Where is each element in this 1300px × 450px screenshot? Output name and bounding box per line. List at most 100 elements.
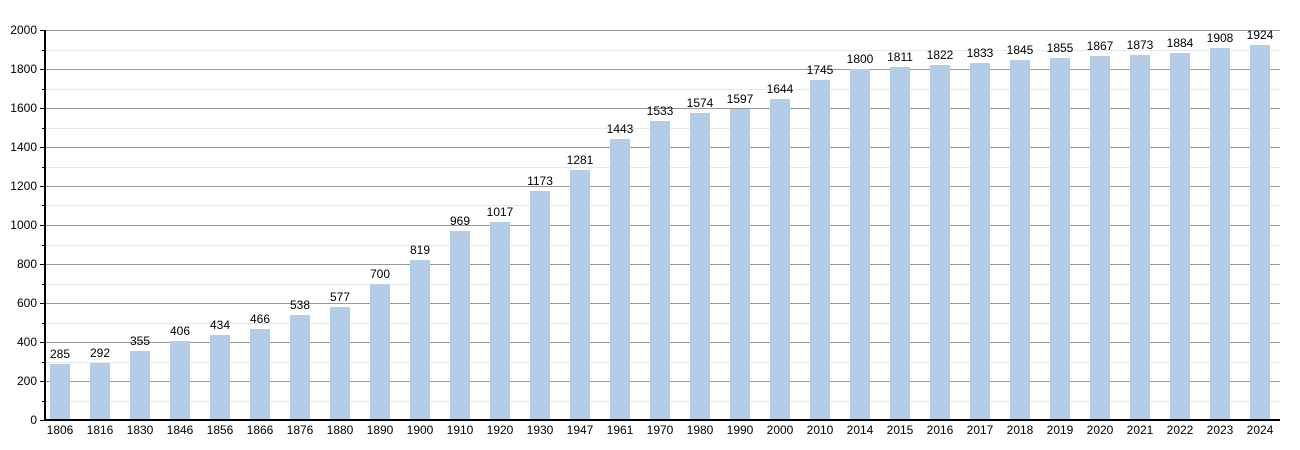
bar-value-label: 1574 [686, 96, 714, 111]
x-axis-line [44, 419, 1280, 421]
bar-1830 [130, 350, 150, 420]
bar-value-label: 406 [169, 323, 191, 338]
x-axis-tick-label: 1961 [606, 423, 634, 437]
y-axis-tick-label: 1800 [10, 62, 37, 76]
bar-1880 [330, 307, 350, 420]
x-axis-tick-label: 1866 [246, 423, 274, 437]
bar-1806 [50, 364, 70, 420]
bar-2000 [770, 99, 790, 420]
x-axis-tick-label: 2024 [1246, 423, 1274, 437]
bar-2023 [1210, 47, 1230, 420]
major-gridline [46, 30, 1280, 31]
bar-value-label: 1811 [887, 49, 913, 64]
bar-value-label: 1884 [1166, 35, 1194, 50]
bar-2024 [1250, 44, 1270, 420]
y-axis-major-tick [40, 342, 46, 343]
x-axis-tick-label: 1876 [286, 423, 314, 437]
y-axis-tick-label: 800 [16, 257, 37, 271]
bar-value-label: 1173 [527, 174, 553, 189]
bar-value-label: 969 [449, 214, 471, 229]
bar-2022 [1170, 52, 1190, 420]
bar-value-label: 577 [329, 290, 351, 305]
x-axis-tick-label: 1816 [86, 423, 114, 437]
bar-1980 [690, 113, 710, 420]
bar-value-label: 355 [129, 333, 151, 348]
y-axis-major-tick [40, 186, 46, 187]
bar-value-label: 538 [289, 298, 311, 313]
bar-value-label: 1800 [846, 52, 874, 66]
bar-1866 [250, 329, 270, 420]
bar-value-label: 1833 [966, 45, 994, 60]
bar-1947 [570, 170, 590, 420]
x-axis-tick-label: 2015 [886, 423, 914, 437]
x-axis-tick-label: 2010 [806, 423, 834, 437]
x-axis-tick-label: 2023 [1206, 423, 1234, 437]
bar-1816 [90, 363, 110, 420]
bar-value-label: 1867 [1086, 38, 1114, 53]
y-axis-major-tick [40, 30, 46, 31]
x-axis-tick-label: 1910 [446, 423, 474, 437]
y-axis-major-tick [40, 264, 46, 265]
y-axis-major-tick [40, 108, 46, 109]
bar-value-label: 1017 [486, 204, 514, 219]
y-axis-tick-label: 1200 [10, 179, 37, 193]
y-axis-tick-label: 1400 [10, 140, 37, 154]
bar-value-label: 292 [89, 346, 111, 361]
bar-value-label: 1908 [1206, 30, 1234, 45]
bar-1890 [370, 283, 390, 420]
x-axis-tick-label: 2016 [926, 423, 954, 437]
x-axis-tick-label: 1920 [486, 423, 514, 437]
y-axis-tick-label: 0 [30, 413, 37, 427]
y-axis-major-tick [40, 225, 46, 226]
bar-value-label: 1745 [806, 62, 834, 77]
x-axis-tick-label: 2021 [1126, 423, 1154, 437]
x-axis-tick-label: 2014 [846, 423, 874, 437]
x-axis-tick-label: 1890 [366, 423, 394, 437]
bar-2016 [930, 64, 950, 420]
x-axis-tick-label: 1856 [206, 423, 234, 437]
bar-value-label: 1924 [1246, 27, 1274, 42]
x-axis-tick-label: 1980 [686, 423, 714, 437]
y-axis-line [44, 30, 46, 420]
x-axis-tick-label: 2018 [1006, 423, 1034, 437]
y-axis-tick-label: 600 [16, 296, 37, 310]
bar-2019 [1050, 58, 1070, 420]
bar-1846 [170, 340, 190, 420]
y-axis-major-tick [40, 381, 46, 382]
bar-value-label: 1597 [726, 91, 754, 106]
y-axis-tick-label: 400 [16, 335, 37, 349]
bar-1910 [450, 231, 470, 420]
x-axis-tick-label: 2000 [766, 423, 794, 437]
bar-2015 [890, 66, 910, 420]
x-axis-tick-label: 1990 [726, 423, 754, 437]
bar-1856 [210, 335, 230, 420]
y-axis-major-tick [40, 303, 46, 304]
x-axis-tick-label: 2020 [1086, 423, 1114, 437]
y-axis-tick-label: 200 [16, 374, 37, 388]
y-axis-tick-label: 1000 [10, 218, 37, 232]
bar-1900 [410, 260, 430, 420]
x-axis-tick-label: 1880 [326, 423, 354, 437]
bar-1920 [490, 221, 510, 420]
bar-value-label: 1845 [1006, 43, 1034, 58]
bar-2010 [810, 79, 830, 420]
x-axis-tick-label: 1970 [646, 423, 674, 437]
bar-value-label: 819 [409, 243, 431, 258]
x-axis-tick-label: 1806 [46, 423, 74, 437]
bar-1930 [530, 191, 550, 420]
bar-value-label: 1873 [1126, 37, 1154, 52]
bar-1876 [290, 315, 310, 420]
x-axis-tick-label: 2017 [966, 423, 994, 437]
bar-1990 [730, 108, 750, 420]
y-axis-major-tick [40, 147, 46, 148]
y-axis-tick-label: 2000 [10, 23, 37, 37]
bar-value-label: 700 [369, 266, 391, 281]
y-axis-major-tick [40, 420, 46, 421]
bar-value-label: 1644 [766, 82, 794, 97]
bar-value-label: 434 [209, 318, 231, 333]
bar-1970 [650, 121, 670, 420]
x-axis-tick-label: 1846 [166, 423, 194, 437]
x-axis-tick-label: 2022 [1166, 423, 1194, 437]
x-axis-tick-label: 1947 [566, 423, 594, 437]
